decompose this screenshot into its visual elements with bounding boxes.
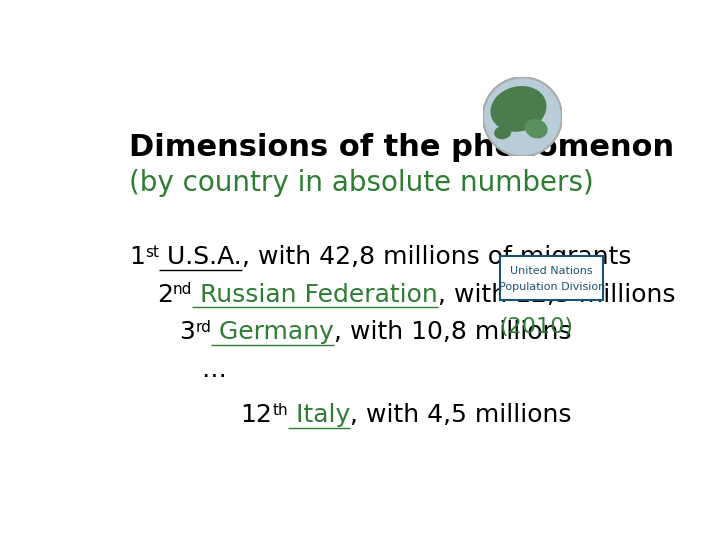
Text: Germany: Germany bbox=[211, 320, 334, 344]
Text: 1: 1 bbox=[129, 245, 145, 269]
Ellipse shape bbox=[526, 119, 547, 138]
FancyBboxPatch shape bbox=[500, 256, 603, 300]
Ellipse shape bbox=[491, 87, 546, 131]
Text: rd: rd bbox=[195, 320, 211, 335]
Text: , with 12,3 millions: , with 12,3 millions bbox=[438, 283, 675, 307]
Text: , with 4,5 millions: , with 4,5 millions bbox=[351, 403, 572, 427]
Text: 12: 12 bbox=[240, 403, 273, 427]
Text: Russian Federation: Russian Federation bbox=[192, 283, 438, 307]
Text: (by country in absolute numbers): (by country in absolute numbers) bbox=[129, 170, 594, 197]
Text: nd: nd bbox=[173, 282, 192, 298]
Text: Italy: Italy bbox=[288, 403, 351, 427]
Text: (2010): (2010) bbox=[500, 317, 573, 337]
Text: , with 10,8 millions: , with 10,8 millions bbox=[334, 320, 571, 344]
Text: st: st bbox=[145, 245, 159, 260]
Text: …: … bbox=[202, 357, 227, 382]
Text: Dimensions of the phenomenon: Dimensions of the phenomenon bbox=[129, 133, 674, 163]
Text: Population Division: Population Division bbox=[499, 282, 605, 292]
Ellipse shape bbox=[483, 77, 562, 156]
Text: United Nations: United Nations bbox=[510, 266, 593, 276]
Text: , with 42,8 millions of migrants: , with 42,8 millions of migrants bbox=[242, 245, 631, 269]
Text: 2: 2 bbox=[157, 283, 173, 307]
Text: U.S.A.: U.S.A. bbox=[159, 245, 242, 269]
Text: th: th bbox=[273, 403, 288, 418]
Text: 3: 3 bbox=[179, 320, 195, 344]
Ellipse shape bbox=[495, 126, 510, 139]
